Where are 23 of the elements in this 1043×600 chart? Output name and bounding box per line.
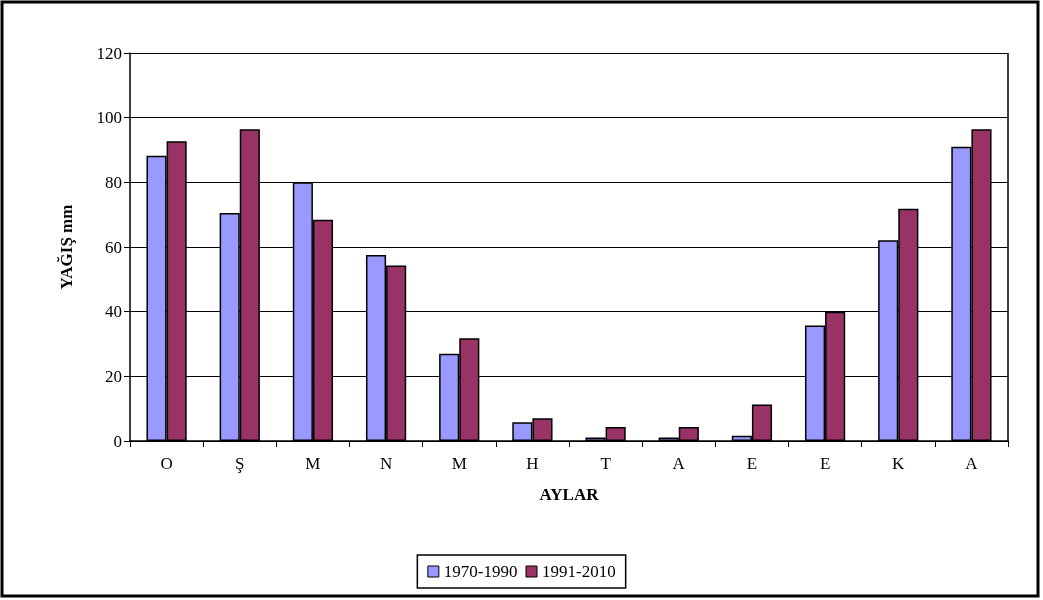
y-tick-label: 40 bbox=[105, 302, 122, 322]
x-tick-label: M bbox=[305, 454, 321, 473]
x-axis-title: AYLAR bbox=[539, 485, 600, 504]
x-tick-label: Ş bbox=[235, 454, 245, 473]
x-tick-label: K bbox=[892, 454, 906, 473]
y-tick-label: 80 bbox=[105, 172, 122, 192]
y-tick-label: 60 bbox=[105, 237, 122, 257]
x-tick-label: N bbox=[379, 454, 393, 473]
legend-label: 1970-1990 bbox=[443, 562, 518, 581]
x-tick-label: A bbox=[672, 454, 686, 473]
x-tick-label: E bbox=[746, 454, 758, 473]
x-tick-label: A bbox=[965, 454, 979, 473]
y-tick-label: 120 bbox=[96, 43, 122, 63]
x-tick-label: M bbox=[451, 454, 467, 473]
y-tick-label: 100 bbox=[96, 108, 122, 128]
x-tick-label: H bbox=[526, 454, 539, 473]
y-axis-title: YAĞIŞ mm bbox=[57, 204, 76, 290]
y-tick-label: 0 bbox=[113, 431, 122, 451]
x-tick-label: T bbox=[600, 454, 612, 473]
legend-label: 1991-2010 bbox=[542, 562, 616, 581]
x-tick-label: E bbox=[819, 454, 831, 473]
x-tick-label: O bbox=[160, 454, 173, 473]
y-tick-label: 20 bbox=[105, 366, 122, 386]
